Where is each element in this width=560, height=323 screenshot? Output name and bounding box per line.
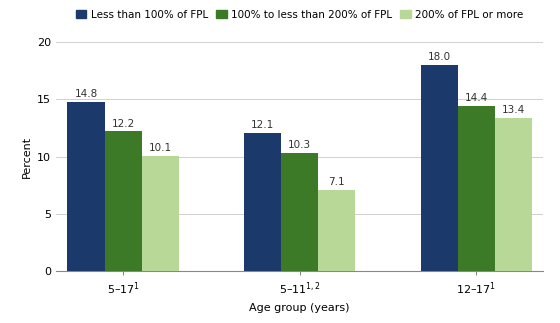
Legend: Less than 100% of FPL, 100% to less than 200% of FPL, 200% of FPL or more: Less than 100% of FPL, 100% to less than…	[72, 6, 528, 24]
Text: 7.1: 7.1	[328, 177, 345, 187]
Bar	[244, 132, 281, 271]
Bar	[142, 155, 179, 271]
Text: 12.1: 12.1	[251, 120, 274, 130]
Text: 10.3: 10.3	[288, 141, 311, 150]
Bar	[105, 131, 142, 271]
Text: 14.4: 14.4	[464, 93, 488, 103]
Text: 14.8: 14.8	[74, 89, 97, 99]
X-axis label: Age group (years): Age group (years)	[249, 303, 350, 313]
Text: 13.4: 13.4	[502, 105, 525, 115]
Bar	[458, 106, 494, 271]
Text: 10.1: 10.1	[148, 143, 172, 153]
Text: 12.2: 12.2	[111, 119, 135, 129]
Bar	[421, 65, 458, 271]
Bar	[494, 118, 532, 271]
Bar	[67, 102, 105, 271]
Y-axis label: Percent: Percent	[21, 136, 31, 178]
Bar	[318, 190, 355, 271]
Bar	[281, 153, 318, 271]
Text: 18.0: 18.0	[427, 52, 451, 62]
